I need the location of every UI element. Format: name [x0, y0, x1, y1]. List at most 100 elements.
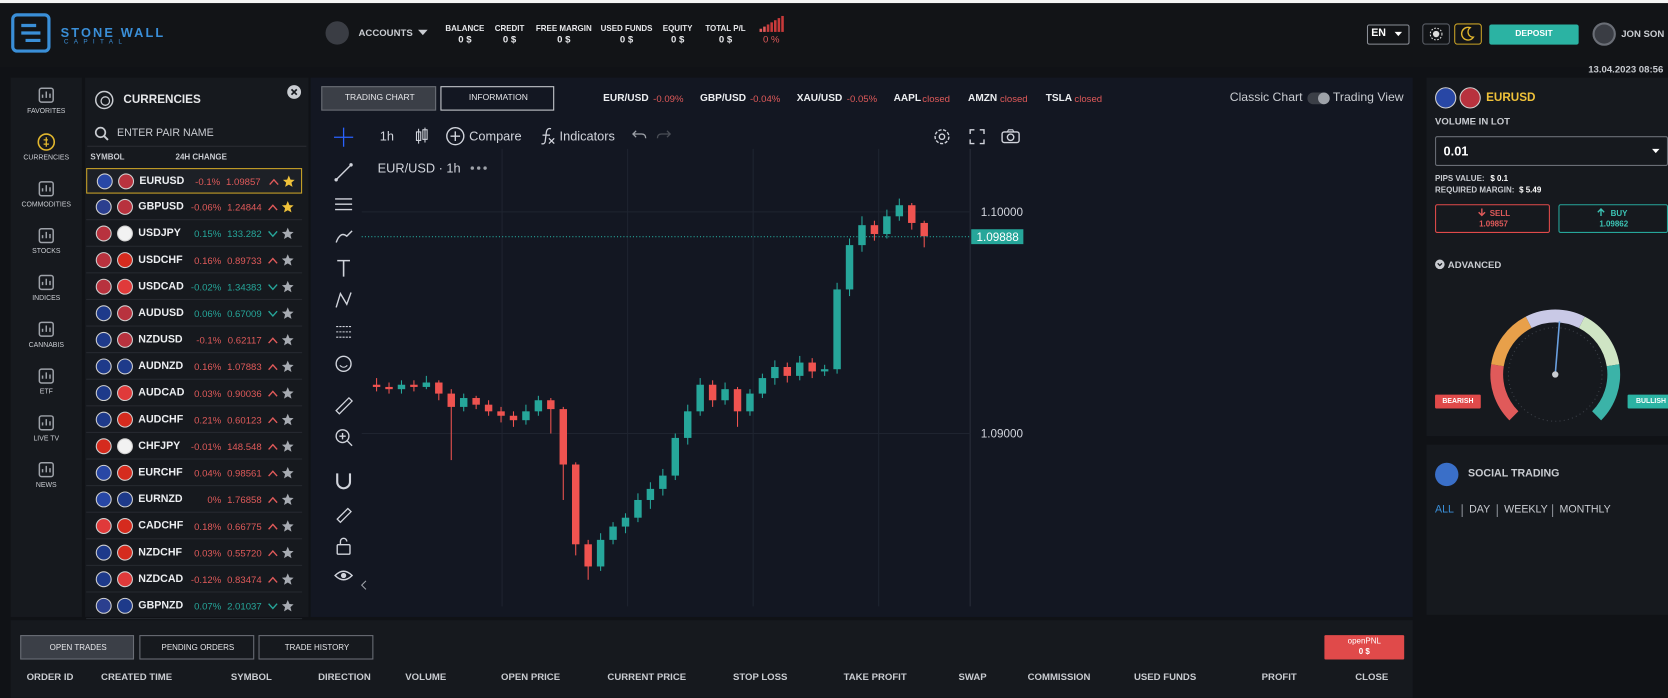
favorite-star[interactable] — [281, 254, 294, 266]
currency-row[interactable]: USDJPY 0.15% 133.282 — [86, 221, 303, 247]
interval[interactable]: 1h — [379, 128, 394, 144]
sidebar-icon[interactable] — [37, 227, 55, 245]
chart-tab-label[interactable]: TRADING CHART — [344, 92, 415, 103]
ticker-name[interactable]: TSLA — [1045, 92, 1073, 105]
currency-row[interactable]: NZDCAD -0.12% 0.83474 — [86, 567, 303, 593]
favorite-star[interactable] — [281, 493, 294, 506]
volume[interactable]: 0.01 — [1443, 143, 1469, 159]
currency-row[interactable]: CADCHF 0.18% 0.66775 — [86, 514, 303, 540]
undo[interactable] — [632, 130, 647, 141]
currency-row[interactable]: USDCAD -0.02% 1.34383 — [86, 274, 303, 300]
favorite-star[interactable] — [281, 280, 294, 293]
drawing-tool[interactable] — [334, 195, 353, 214]
drawing-tool[interactable] — [334, 504, 353, 524]
trades-tab[interactable]: OPEN TRADES — [20, 635, 135, 660]
currency-row[interactable]: EURNZD 0% 1.76858 — [86, 487, 303, 513]
sidebar-icon[interactable] — [37, 320, 55, 338]
ticker-change[interactable]: closed — [1074, 93, 1103, 105]
favorite-star[interactable] — [281, 227, 294, 240]
currency-row[interactable]: EURUSD -0.1% 1.09857 — [86, 168, 303, 194]
drawing-tool[interactable] — [334, 536, 353, 555]
compare-icon[interactable] — [446, 126, 465, 146]
sidebar-icon[interactable] — [37, 461, 55, 479]
currency-row[interactable]: GBPUSD -0.06% 1.24844 — [86, 195, 303, 221]
ticker-change[interactable]: -0.04% — [749, 93, 781, 105]
screenshot[interactable] — [1001, 129, 1020, 144]
compare[interactable]: Compare — [469, 128, 522, 144]
lang-select[interactable] — [1366, 24, 1410, 45]
favorite-star[interactable] — [282, 175, 295, 188]
volume-input[interactable] — [1435, 136, 1668, 166]
close-button[interactable] — [287, 85, 302, 99]
drawing-tool[interactable] — [334, 471, 353, 490]
favorite-star[interactable] — [281, 466, 294, 479]
chart-tab[interactable]: TRADING CHART — [321, 86, 437, 111]
fullscreen[interactable] — [969, 129, 985, 145]
search-box[interactable] — [87, 121, 307, 147]
favorite-star[interactable] — [281, 520, 294, 532]
favorite-star[interactable] — [281, 201, 294, 213]
sidebar-label[interactable]: FAVORITES — [27, 107, 66, 115]
favorite-star[interactable] — [281, 440, 294, 452]
sidebar-icon[interactable] — [37, 273, 55, 291]
sidebar-icon[interactable] — [37, 86, 55, 104]
currency-row[interactable]: NZDUSD -0.1% 0.62117 — [86, 328, 303, 354]
advanced[interactable]: ADVANCED — [1447, 259, 1502, 271]
drawing-tool[interactable] — [334, 396, 354, 415]
sidebar-label[interactable]: NEWS — [35, 481, 57, 490]
dark-theme[interactable] — [1454, 23, 1482, 45]
user-avatar[interactable] — [1592, 22, 1616, 46]
ticker-name[interactable]: AMZN — [968, 92, 998, 105]
search-placeholder[interactable]: ENTER PAIR NAME — [117, 127, 214, 140]
ticker-name[interactable]: GBP/USD — [699, 92, 747, 105]
favorite-star[interactable] — [281, 334, 294, 346]
currency-row[interactable]: AUDCAD 0.03% 0.90036 — [86, 381, 303, 407]
classic-chart[interactable]: Classic Chart — [1229, 91, 1303, 105]
trades-tab-label[interactable]: PENDING ORDERS — [161, 641, 235, 652]
favorite-star[interactable] — [281, 360, 294, 373]
sell-button[interactable]: SELL 1.09857 — [1435, 204, 1550, 233]
sidebar-icon[interactable] — [37, 180, 55, 198]
sidebar-icon[interactable] — [37, 133, 56, 151]
currency-row[interactable]: USDCHF 0.16% 0.89733 — [86, 248, 303, 274]
sidebar-label[interactable]: ETF — [39, 388, 53, 396]
accounts-icon[interactable] — [325, 21, 349, 45]
trading-view[interactable]: Trading View — [1332, 91, 1404, 105]
chart-tab[interactable]: INFORMATION — [440, 86, 555, 111]
sidebar-icon[interactable] — [37, 414, 55, 432]
indicators-icon[interactable] — [539, 127, 556, 146]
favorite-star[interactable] — [281, 599, 294, 612]
user[interactable]: JON SON — [1621, 28, 1665, 40]
currency-row[interactable]: NZDCHF 0.03% 0.55720 — [86, 540, 303, 566]
currency-row[interactable]: AUDUSD 0.06% 0.67009 — [86, 301, 303, 327]
buy-price[interactable]: 1.09862 — [1599, 219, 1629, 229]
social-filter[interactable]: ALL — [1435, 504, 1454, 516]
ticker-change[interactable]: -0.05% — [846, 93, 878, 105]
ticker-name[interactable]: AAPL — [893, 92, 922, 105]
sidebar-label[interactable]: CURRENCIES — [23, 154, 70, 162]
buy-label[interactable]: BUY — [1610, 208, 1628, 219]
settings[interactable] — [933, 128, 951, 146]
drawing-tool[interactable] — [334, 354, 353, 373]
sell-price[interactable]: 1.09857 — [1479, 219, 1508, 229]
candle-type[interactable] — [415, 127, 429, 145]
ticker-name[interactable]: EUR/USD — [603, 92, 649, 105]
language[interactable]: EN — [1371, 27, 1387, 40]
redo[interactable] — [656, 130, 672, 141]
sidebar-label[interactable]: INDICES — [32, 294, 61, 303]
buy-button[interactable]: BUY 1.09862 — [1558, 204, 1668, 233]
advanced-icon[interactable] — [1435, 259, 1445, 270]
social-filter[interactable]: MONTHLY — [1559, 504, 1611, 516]
chart-menu[interactable] — [470, 166, 487, 170]
favorite-star[interactable] — [281, 387, 294, 399]
drawing-tool[interactable] — [334, 163, 353, 182]
sidebar-label[interactable]: LIVE TV — [33, 435, 60, 443]
drawing-tool[interactable] — [334, 258, 353, 277]
currency-row[interactable]: AUDNZD 0.16% 1.07883 — [86, 354, 303, 380]
sidebar-icon[interactable] — [37, 367, 55, 385]
indicators[interactable]: Indicators — [559, 128, 615, 144]
light-theme[interactable] — [1422, 23, 1450, 45]
drawing-tool[interactable] — [334, 290, 353, 309]
ticker-change[interactable]: closed — [999, 93, 1028, 105]
sidebar-label[interactable]: CANNABIS — [28, 341, 64, 349]
